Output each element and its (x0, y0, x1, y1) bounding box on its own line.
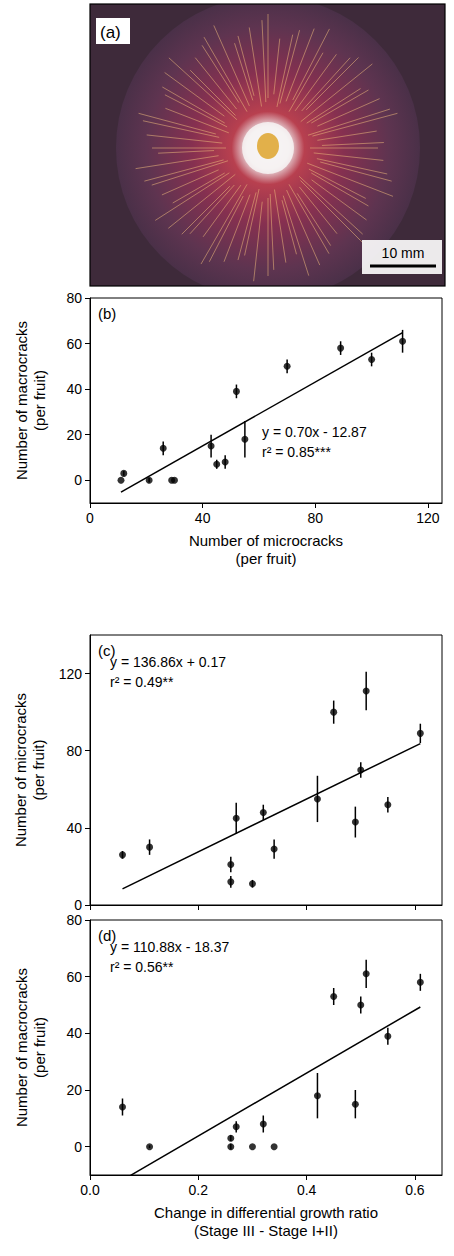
svg-text:(c): (c) (98, 642, 116, 659)
svg-text:60: 60 (66, 336, 82, 352)
svg-text:0: 0 (86, 510, 94, 526)
svg-text:r² = 0.49**: r² = 0.49** (110, 674, 174, 690)
svg-text:y = 0.70x - 12.87: y = 0.70x - 12.87 (262, 424, 367, 440)
svg-text:60: 60 (66, 969, 82, 985)
svg-text:y = 136.86x + 0.17: y = 136.86x + 0.17 (110, 654, 226, 670)
svg-text:(per fruit): (per fruit) (236, 550, 297, 567)
svg-text:(d): (d) (98, 927, 117, 944)
svg-text:Number of macrocracks: Number of macrocracks (13, 968, 30, 1127)
svg-text:(Stage III - Stage I+II): (Stage III - Stage I+II) (194, 1222, 338, 1239)
svg-text:0: 0 (74, 1139, 82, 1155)
svg-text:40: 40 (66, 820, 82, 836)
svg-text:80: 80 (66, 290, 82, 306)
svg-text:0.4: 0.4 (297, 1182, 317, 1198)
svg-text:40: 40 (66, 381, 82, 397)
svg-text:0.2: 0.2 (189, 1182, 209, 1198)
svg-text:Number of microcracks: Number of microcracks (189, 532, 343, 549)
svg-text:0.0: 0.0 (80, 1182, 100, 1198)
svg-text:y = 110.88x - 18.37: y = 110.88x - 18.37 (110, 939, 229, 955)
svg-text:Change in differential growth: Change in differential growth ratio (154, 1204, 378, 1221)
svg-text:120: 120 (416, 510, 440, 526)
svg-text:r² = 0.85***: r² = 0.85*** (262, 444, 331, 460)
svg-text:40: 40 (66, 1025, 82, 1041)
svg-text:20: 20 (66, 1082, 82, 1098)
svg-text:120: 120 (59, 666, 83, 682)
svg-text:(per fruit): (per fruit) (31, 1017, 48, 1078)
svg-text:Number of microcracks: Number of microcracks (12, 693, 29, 847)
svg-text:Number of macrocracks: Number of macrocracks (13, 321, 30, 480)
svg-text:20: 20 (66, 427, 82, 443)
svg-text:(per fruit): (per fruit) (31, 370, 48, 431)
svg-text:r² = 0.56**: r² = 0.56** (110, 959, 174, 975)
svg-text:10 mm: 10 mm (382, 245, 425, 261)
svg-text:80: 80 (66, 912, 82, 928)
svg-text:80: 80 (307, 510, 323, 526)
svg-text:80: 80 (66, 743, 82, 759)
svg-text:0.6: 0.6 (405, 1182, 425, 1198)
svg-text:0: 0 (74, 897, 82, 913)
svg-text:(per fruit): (per fruit) (30, 740, 47, 801)
svg-text:0: 0 (74, 472, 82, 488)
svg-text:40: 40 (195, 510, 211, 526)
svg-text:(b): (b) (98, 305, 116, 322)
svg-text:(a): (a) (100, 23, 121, 42)
